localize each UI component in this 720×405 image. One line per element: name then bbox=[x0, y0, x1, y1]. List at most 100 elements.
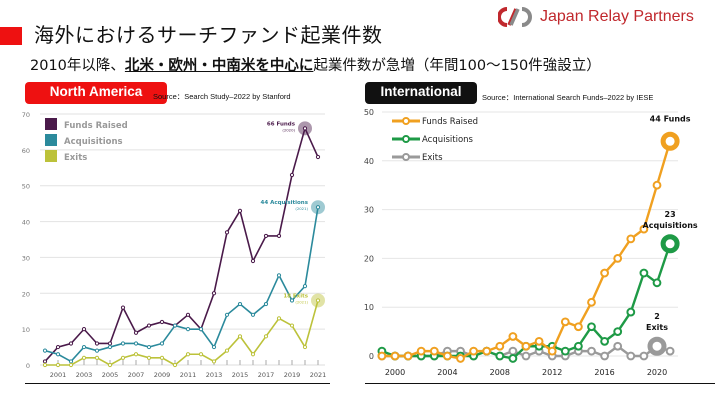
series-line-acquisitions bbox=[381, 243, 672, 360]
x-tick-label: 2007 bbox=[128, 371, 145, 379]
data-point-funds-raised bbox=[120, 305, 126, 310]
data-point-acquisitions bbox=[263, 301, 269, 307]
x-tick-label: 2017 bbox=[258, 371, 275, 379]
data-point-funds-raised bbox=[652, 180, 662, 190]
annotation-label-acquisitions: 23 bbox=[665, 210, 676, 219]
data-point-acquisitions bbox=[133, 341, 139, 346]
annotation-marker-exits bbox=[647, 336, 667, 356]
data-point-funds-raised bbox=[211, 291, 217, 296]
x-tick-label: 2004 bbox=[437, 368, 457, 377]
data-point-acquisitions bbox=[198, 327, 204, 332]
x-tick-label: 2016 bbox=[594, 368, 614, 377]
y-tick-label: 0 bbox=[26, 362, 30, 370]
data-point-funds-raised bbox=[416, 346, 426, 356]
data-point-exits bbox=[198, 352, 204, 357]
data-point-exits bbox=[508, 346, 518, 356]
data-point-exits bbox=[289, 323, 295, 328]
data-point-exits bbox=[68, 362, 74, 368]
x-tick-label: 2020 bbox=[647, 368, 667, 377]
annotation-sub-exits: (2021) bbox=[295, 299, 308, 304]
data-point-funds-raised bbox=[456, 354, 465, 363]
data-point-acquisitions bbox=[315, 205, 321, 210]
data-point-funds-raised bbox=[185, 312, 191, 317]
series-line-exits bbox=[45, 300, 319, 366]
data-point-exits bbox=[159, 355, 165, 360]
x-tick-label: 2012 bbox=[542, 368, 562, 377]
data-point-acquisitions bbox=[94, 348, 100, 353]
data-point-funds-raised bbox=[403, 351, 413, 361]
title-accent-bar bbox=[0, 27, 22, 45]
data-point-exits bbox=[237, 334, 243, 339]
x-tick-label: 2005 bbox=[102, 371, 119, 379]
data-point-acquisitions bbox=[250, 312, 256, 317]
data-point-funds-raised bbox=[224, 230, 230, 235]
north-america-baseline bbox=[25, 383, 330, 384]
data-point-exits bbox=[172, 362, 178, 368]
data-point-funds-raised bbox=[55, 344, 61, 350]
y-tick-label: 50 bbox=[364, 108, 374, 117]
legend-marker-funds-raised bbox=[402, 117, 410, 125]
x-tick-label: 2001 bbox=[50, 371, 67, 379]
data-point-funds-raised bbox=[68, 341, 74, 346]
data-point-funds-raised bbox=[289, 172, 295, 178]
data-point-exits bbox=[42, 362, 48, 368]
series-line-funds-raised bbox=[381, 140, 672, 360]
y-tick-label: 40 bbox=[364, 157, 374, 166]
data-point-acquisitions bbox=[237, 301, 243, 307]
data-point-funds-raised bbox=[133, 330, 139, 335]
annotation-label-funds-raised: 66 Funds bbox=[267, 121, 296, 127]
data-point-exits bbox=[639, 351, 649, 361]
data-point-funds-raised bbox=[534, 336, 544, 346]
data-point-funds-raised bbox=[521, 341, 531, 351]
data-point-funds-raised bbox=[482, 346, 492, 356]
data-point-funds-raised bbox=[587, 297, 596, 307]
x-tick-label: 2000 bbox=[385, 368, 405, 377]
data-point-exits bbox=[315, 298, 321, 303]
data-point-funds-raised bbox=[42, 359, 48, 364]
data-point-acquisitions bbox=[68, 359, 74, 364]
data-point-acquisitions bbox=[600, 336, 610, 346]
x-tick-label: 2003 bbox=[76, 371, 93, 379]
data-point-acquisitions bbox=[185, 327, 191, 332]
y-tick-label: 60 bbox=[22, 147, 30, 155]
y-tick-label: 20 bbox=[22, 290, 30, 298]
y-tick-label: 30 bbox=[22, 254, 30, 262]
north-america-chart: 0 10 20 30 40 50 60 70 2001 2003 2005 2007 2009 2011 2… bbox=[22, 111, 327, 379]
y-tick-label: 0 bbox=[369, 352, 374, 361]
subtitle-pre: 2010年以降、 bbox=[30, 58, 125, 74]
data-point-funds-raised bbox=[508, 332, 518, 341]
data-point-funds-raised bbox=[600, 268, 610, 278]
logo-mark-icon bbox=[498, 7, 532, 27]
series-line-funds-raised bbox=[44, 126, 319, 362]
data-point-funds-raised bbox=[107, 341, 113, 346]
data-point-acquisitions bbox=[107, 344, 113, 350]
y-tick-label: 10 bbox=[364, 303, 374, 312]
x-tick-label: 2019 bbox=[284, 371, 301, 379]
annotation-marker-funds-raised bbox=[660, 131, 680, 151]
data-point-exits bbox=[146, 355, 152, 360]
data-point-funds-raised bbox=[390, 351, 400, 361]
legend-label-exits: Exits bbox=[422, 153, 443, 163]
x-tick-label: 2011 bbox=[180, 371, 197, 379]
data-point-funds-raised bbox=[276, 233, 282, 239]
data-point-acquisitions bbox=[159, 341, 165, 346]
data-point-acquisitions bbox=[508, 354, 518, 363]
annotation-sub-acquisitions: Acquisitions bbox=[643, 221, 698, 230]
annotation-label-exits: 2 bbox=[654, 312, 660, 321]
international-source: Source：International Search Funds–2022 b… bbox=[482, 93, 654, 102]
data-point-exits bbox=[211, 359, 217, 364]
legend-label-funds-raised: Funds Raised bbox=[64, 121, 128, 131]
legend-swatch-funds-raised bbox=[45, 118, 57, 130]
data-point-acquisitions bbox=[652, 278, 662, 288]
data-point-exits bbox=[185, 352, 191, 357]
legend-marker-exits bbox=[402, 153, 410, 161]
logo-text: Japan Relay Partners bbox=[540, 8, 694, 25]
series-line-acquisitions bbox=[44, 207, 319, 363]
annotation-sub-acquisitions: (2021) bbox=[295, 206, 308, 211]
north-america-badge: North America bbox=[25, 82, 167, 104]
data-point-acquisitions bbox=[587, 322, 596, 332]
data-point-funds-raised bbox=[159, 319, 165, 325]
international-badge: International bbox=[365, 82, 477, 104]
data-point-exits bbox=[626, 351, 636, 361]
data-point-funds-raised bbox=[443, 351, 452, 361]
